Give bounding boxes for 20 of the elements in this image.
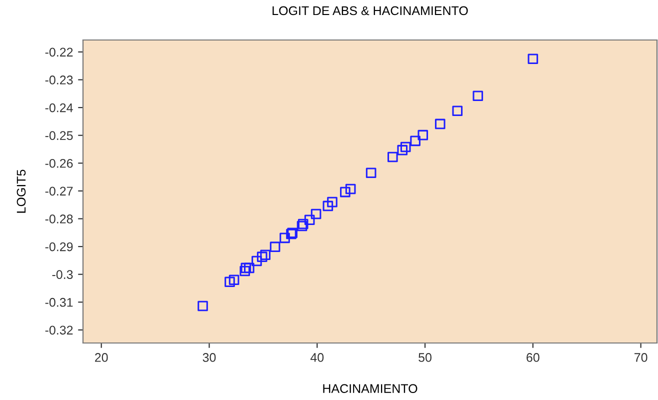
y-tick-label: -0.27 [45,186,73,196]
x-tick-label: 60 [526,353,540,362]
y-tick-label: -0.23 [45,76,73,84]
y-tick-label: -0.24 [45,103,73,112]
x-tick-label: 30 [202,353,216,362]
y-tick-label: -0.31 [45,298,73,307]
y-tick-label: -0.22 [45,48,73,57]
x-axis-title: HACINAMIENTO [323,384,418,393]
x-tick-label: 40 [310,353,324,362]
x-tick-label: 50 [418,353,432,362]
y-tick-label: -0.3 [52,270,73,279]
y-tick-label: -0.25 [45,131,73,140]
chart-title: LOGIT DE ABS & HACINAMIENTO [272,6,468,16]
y-tick-label: -0.28 [45,214,73,224]
y-tick-label: -0.26 [45,158,73,168]
x-tick-label: 20 [95,353,108,362]
y-axis-title: LOGIT5 [16,170,26,213]
y-tick-label: -0.32 [45,326,73,335]
x-tick-label: 70 [634,353,648,362]
y-tick-label: -0.29 [45,242,73,252]
